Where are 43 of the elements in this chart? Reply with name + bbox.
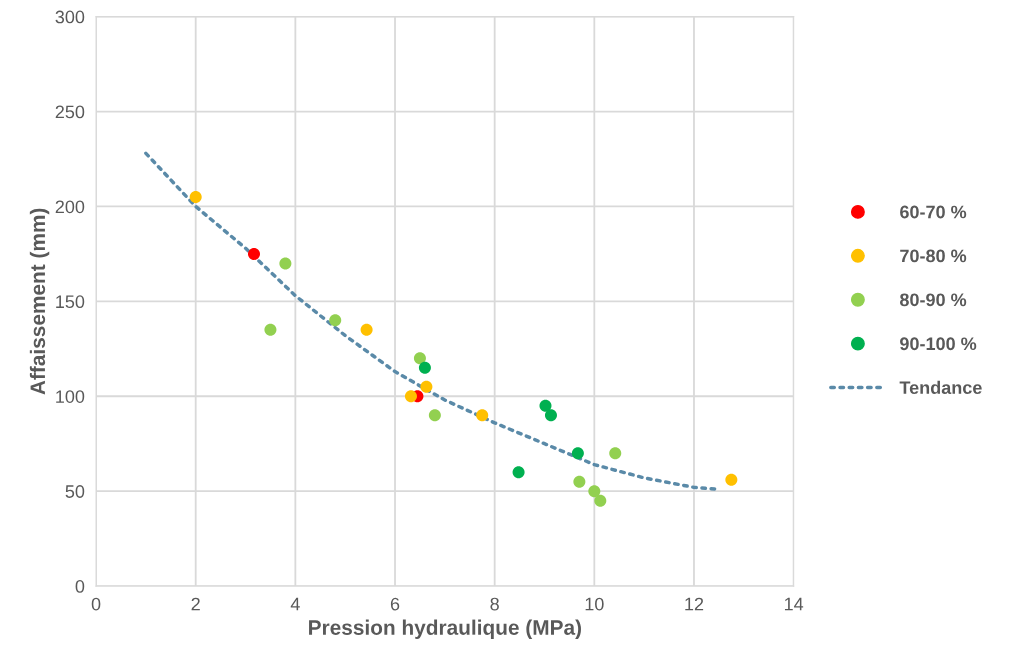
y-tick-label: 0 — [75, 580, 85, 593]
point — [544, 409, 557, 422]
y-tick-label: 200 — [55, 200, 85, 214]
x-tick-label: 14 — [784, 597, 804, 611]
point — [329, 314, 342, 327]
legend-label: 80-90 % — [900, 293, 967, 307]
point — [594, 494, 607, 507]
y-tick-label: 100 — [56, 390, 85, 403]
legend-label: 60-70 % — [900, 205, 967, 219]
point — [420, 380, 433, 393]
x-tick-label: 0 — [91, 597, 101, 611]
x-tick-label: 2 — [191, 597, 200, 611]
point — [264, 323, 277, 336]
point — [428, 409, 441, 422]
point — [571, 447, 584, 460]
y-tick-label: 150 — [56, 295, 85, 309]
x-tick-label: 8 — [490, 597, 499, 611]
point — [279, 257, 292, 270]
point — [247, 247, 261, 260]
y-tick-label: 250 — [55, 105, 85, 119]
legend-label: Tendance — [899, 380, 982, 395]
y-axis-title: Affaissement (mm) — [29, 208, 50, 395]
point — [609, 447, 622, 460]
point — [539, 399, 552, 412]
x-axis-title: Pression hydraulique (MPa) — [309, 619, 581, 639]
point — [404, 390, 417, 403]
y-tick-label: 50 — [65, 485, 85, 498]
point — [512, 466, 525, 479]
legend-label: 90-100 % — [900, 337, 977, 351]
point — [360, 323, 373, 336]
legend-label: 70-80 % — [900, 249, 967, 263]
point — [418, 361, 431, 374]
x-tick-label: 12 — [685, 597, 704, 611]
point — [588, 485, 601, 498]
point — [189, 190, 202, 203]
point — [573, 475, 586, 488]
point — [413, 352, 426, 365]
x-tick-label: 6 — [390, 597, 400, 611]
y-tick-label: 300 — [55, 10, 85, 24]
point — [476, 409, 489, 422]
x-tick-label: 4 — [290, 597, 300, 611]
point — [725, 473, 738, 486]
x-tick-label: 10 — [585, 597, 604, 611]
